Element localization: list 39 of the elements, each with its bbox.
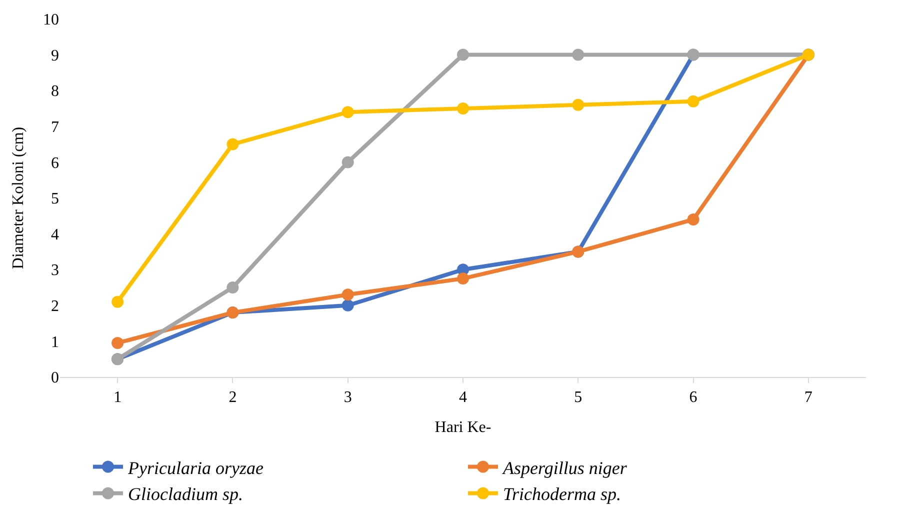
point [342,288,354,301]
y-tick-label: 7 [51,119,59,136]
legend-label: Pyricularia oryzae [127,458,264,478]
point [457,48,469,61]
y-tick-label: 2 [51,298,59,315]
x-tick-label: 4 [459,389,467,406]
point [457,102,469,114]
legend-label: Gliocladium sp. [128,484,243,504]
y-tick-label: 3 [51,262,59,280]
point [457,272,469,285]
point [342,299,354,312]
point [687,213,700,226]
point [112,336,124,349]
point [342,106,354,118]
x-axis-title: Hari Ke- [434,418,492,436]
legend-label: Aspergillus niger [502,458,628,478]
point [687,95,700,108]
x-tick-label: 6 [689,389,698,406]
y-tick-label: 5 [51,190,59,208]
y-axis-title: Diameter Koloni (cm) [10,126,27,270]
x-tick-label: 3 [344,389,352,406]
y-tick-label: 6 [51,154,59,172]
x-tick-label: 5 [574,389,582,406]
point [572,48,584,61]
y-tick-label: 8 [51,83,59,100]
point [226,138,239,150]
x-tick-label: 1 [114,389,122,406]
y-tick-label: 4 [51,226,59,244]
y-tick-label: 1 [51,334,59,351]
x-tick-label: 2 [228,389,237,406]
y-tick-label: 0 [51,370,59,387]
point [572,98,584,111]
y-tick-label: 9 [51,47,59,64]
x-tick-label: 7 [804,389,812,406]
point [112,296,124,308]
legend-label: Trichoderma sp. [503,484,622,504]
point [226,282,239,294]
point [342,156,354,168]
y-tick-label: 10 [43,12,59,29]
